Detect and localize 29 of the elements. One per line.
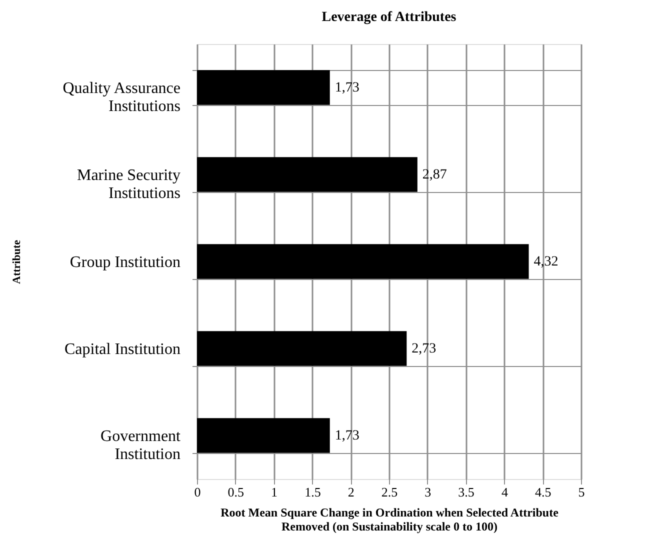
y-tick-label: Quality Assurance Institutions xyxy=(62,80,180,115)
bar xyxy=(197,244,529,279)
x-tick-label: 3 xyxy=(424,484,432,500)
y-axis-title: Attribute xyxy=(10,240,23,284)
data-label: 2,87 xyxy=(422,168,447,182)
chart-title: Leverage of Attributes xyxy=(322,10,457,25)
x-tick-label: 2 xyxy=(348,484,354,500)
x-tick-label: 0 xyxy=(194,484,201,500)
y-tick-label: Marine Security Institutions xyxy=(76,167,180,202)
x-tick-label: 4 xyxy=(501,484,508,500)
bar xyxy=(197,157,418,192)
bar xyxy=(197,331,407,366)
x-tick-label: 0.5 xyxy=(228,484,244,500)
data-label: 4,32 xyxy=(534,254,558,270)
data-label: 2,73 xyxy=(412,342,436,356)
x-tick-label: 1.5 xyxy=(304,484,321,500)
x-tick-label: 1 xyxy=(271,484,278,500)
x-tick-label: 4.5 xyxy=(534,484,552,500)
x-tick-label: 3.5 xyxy=(458,484,474,500)
x-tick-label: 5 xyxy=(578,484,585,500)
data-label: 1,73 xyxy=(334,428,360,444)
bar xyxy=(197,70,330,105)
y-tick-label: Group Institution xyxy=(70,254,180,271)
x-tick-label: 2.5 xyxy=(381,484,398,500)
bar xyxy=(197,418,330,453)
y-tick-label: Capital Institution xyxy=(64,341,180,358)
y-tick-label: Government Institution xyxy=(100,428,182,463)
x-axis-title: Root Mean Square Change in Ordination when Selected Attribute Removed (on Sustainability scale 0 to 100) xyxy=(220,506,560,534)
data-label: 1,73 xyxy=(334,80,360,96)
